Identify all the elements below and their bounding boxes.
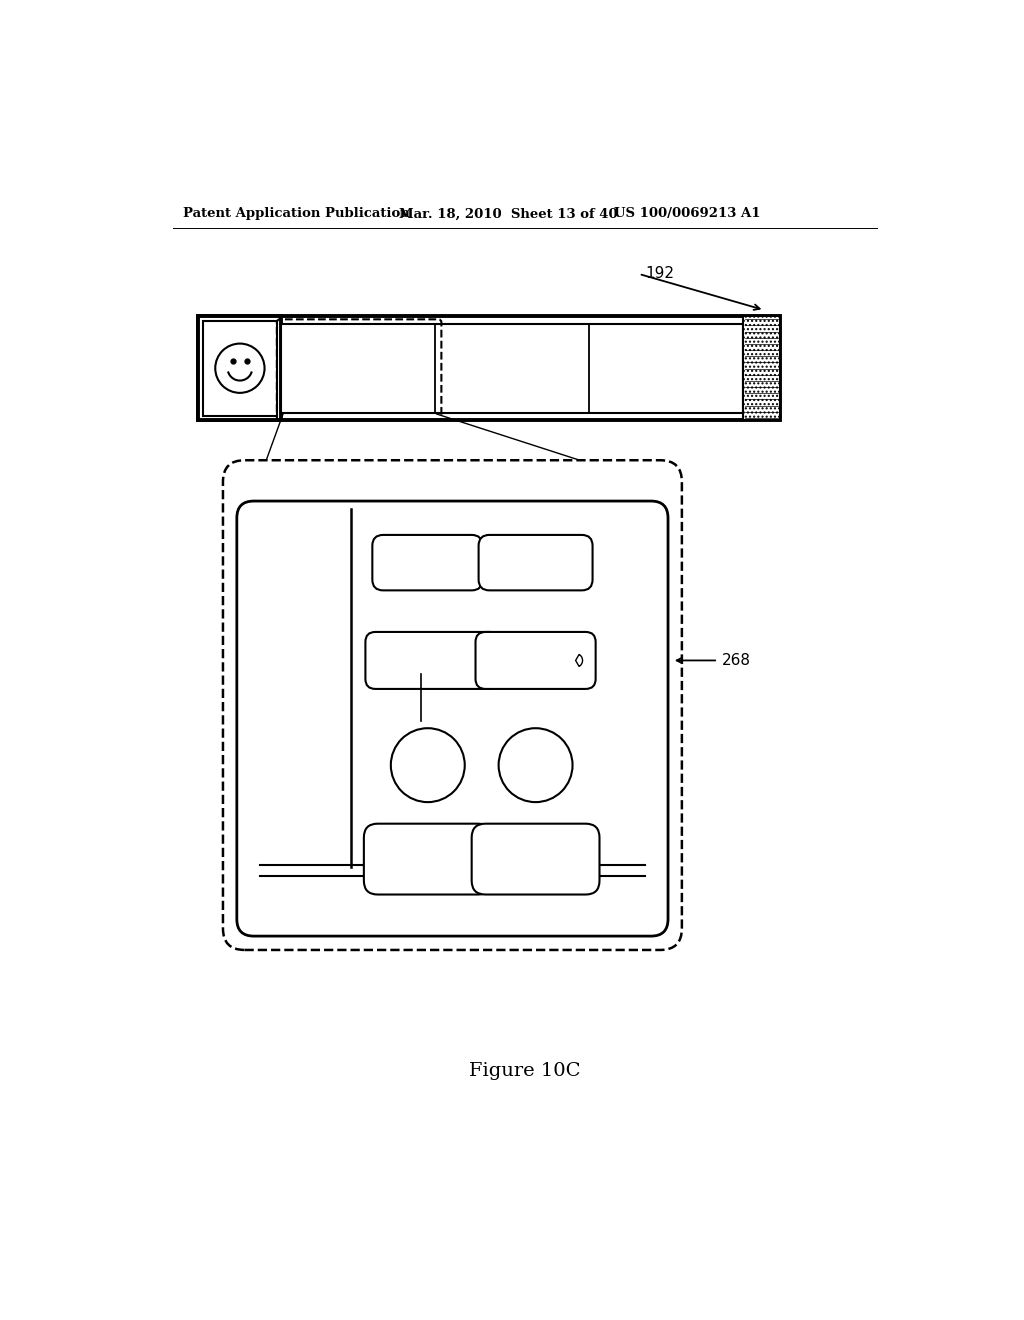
FancyBboxPatch shape [475,632,596,689]
Bar [199,317,779,420]
Wedge shape [575,655,583,667]
Bar [203,321,276,416]
Text: Glaxo: Glaxo [510,553,561,572]
Text: MP: MP [386,653,411,668]
Bar [282,323,742,412]
Bar [199,317,282,420]
Text: 425: 425 [441,653,469,668]
Text: ZANTAC: ZANTAC [395,845,460,858]
FancyBboxPatch shape [364,824,492,895]
FancyBboxPatch shape [366,632,500,689]
FancyBboxPatch shape [373,535,482,590]
FancyBboxPatch shape [223,461,682,950]
Text: 268: 268 [722,653,751,668]
FancyBboxPatch shape [478,535,593,590]
Text: 192: 192 [645,267,674,281]
Bar [743,317,779,420]
Text: Figure 10C: Figure 10C [469,1061,581,1080]
Text: 1,2: 1,2 [273,678,322,709]
Text: MP: MP [415,751,440,766]
Ellipse shape [499,729,572,803]
Text: US 100/0069213 A1: US 100/0069213 A1 [614,207,761,220]
Text: 300: 300 [414,862,441,875]
Text: Patent Application Publication: Patent Application Publication [183,207,410,220]
Text: 27: 27 [418,767,437,780]
Text: Mar. 18, 2010  Sheet 13 of 40: Mar. 18, 2010 Sheet 13 of 40 [398,207,617,220]
Text: MP: MP [522,751,549,766]
FancyBboxPatch shape [472,824,599,895]
Text: 27: 27 [526,767,545,780]
FancyBboxPatch shape [237,502,668,936]
Text: Glaxo: Glaxo [508,850,563,869]
Ellipse shape [391,729,465,803]
